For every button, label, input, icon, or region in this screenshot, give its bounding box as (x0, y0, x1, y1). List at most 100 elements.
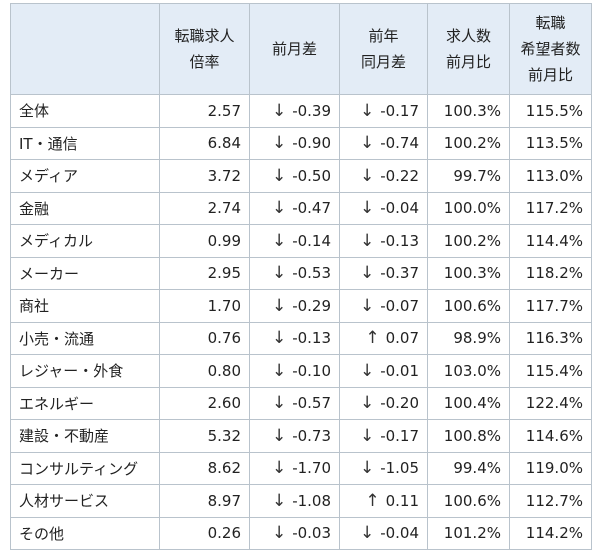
diff-value: -0.22 (380, 166, 419, 185)
diff-value: 0.11 (385, 491, 419, 510)
trend-arrow-icon: ↓ (359, 360, 375, 381)
yoy-diff-cell: ↓ -0.74 (339, 126, 428, 160)
trend-arrow-icon: ↓ (271, 295, 287, 316)
jobs-mom-cell: 98.9% (427, 321, 510, 355)
jobs-mom-cell: 100.6% (427, 484, 510, 518)
mom-diff-cell: ↓ -0.13 (249, 321, 340, 355)
yoy-diff-cell: ↓ -0.07 (339, 289, 428, 323)
mom-diff-cell: ↓ -0.47 (249, 191, 340, 225)
job-ratio-cell: 1.70 (159, 289, 250, 323)
trend-arrow-icon: ↓ (271, 198, 287, 219)
trend-arrow-icon: ↓ (271, 133, 287, 154)
yoy-diff-cell: ↓ -0.17 (339, 94, 428, 128)
header-job-ratio: 転職求人 倍率 (159, 3, 250, 95)
trend-arrow-icon: ↓ (271, 490, 287, 511)
header-jobs-mom: 求人数 前月比 (427, 3, 510, 95)
mom-diff-cell: ↓ -0.29 (249, 289, 340, 323)
yoy-diff-cell: ↓ -0.22 (339, 159, 428, 193)
trend-arrow-icon: ↓ (359, 393, 375, 414)
diff-value: -0.07 (380, 296, 419, 315)
job-ratio-cell: 0.76 (159, 321, 250, 355)
industry-cell: その他 (10, 516, 160, 550)
mom-diff-cell: ↓ -0.90 (249, 126, 340, 160)
mom-diff-cell: ↓ -0.73 (249, 419, 340, 453)
table-row: メディカル 0.99 ↓ -0.14 ↓ -0.13 100.2% 114.4% (10, 224, 592, 258)
diff-value: -0.14 (292, 231, 331, 250)
job-ratio-cell: 2.74 (159, 191, 250, 225)
table-row: メディア 3.72 ↓ -0.50 ↓ -0.22 99.7% 113.0% (10, 159, 592, 193)
industry-cell: 人材サービス (10, 484, 160, 518)
yoy-diff-cell: ↓ -0.20 (339, 386, 428, 420)
table-row: IT・通信 6.84 ↓ -0.90 ↓ -0.74 100.2% 113.5% (10, 126, 592, 160)
diff-value: -0.37 (380, 264, 419, 283)
trend-arrow-icon: ↓ (271, 458, 287, 479)
header-text-line: 希望者数 (520, 40, 581, 58)
seekers-mom-cell: 119.0% (509, 451, 592, 485)
diff-value: -0.39 (292, 101, 331, 120)
diff-value: -0.17 (380, 101, 419, 120)
table-row: レジャー・外食 0.80 ↓ -0.10 ↓ -0.01 103.0% 115.4% (10, 354, 592, 388)
seekers-mom-cell: 122.4% (509, 386, 592, 420)
diff-value: -0.73 (292, 426, 331, 445)
table-row: 全体 2.57 ↓ -0.39 ↓ -0.17 100.3% 115.5% (10, 94, 592, 128)
industry-cell: 金融 (10, 191, 160, 225)
header-row: 転職求人 倍率 前月差 前年 同月差 求人数 前月比 転職 希望者数 前月比 (10, 3, 592, 95)
table-row: コンサルティング 8.62 ↓ -1.70 ↓ -1.05 99.4% 119.0% (10, 451, 592, 485)
diff-value: -0.90 (292, 134, 331, 153)
trend-arrow-icon: ↓ (359, 133, 375, 154)
diff-value: -0.10 (292, 361, 331, 380)
jobs-mom-cell: 99.7% (427, 159, 510, 193)
table-row: その他 0.26 ↓ -0.03 ↓ -0.04 101.2% 114.2% (10, 516, 592, 550)
diff-value: -0.01 (380, 361, 419, 380)
jobs-mom-cell: 103.0% (427, 354, 510, 388)
header-text-line: 倍率 (189, 53, 220, 71)
seekers-mom-cell: 117.7% (509, 289, 592, 323)
yoy-diff-cell: ↓ -0.01 (339, 354, 428, 388)
job-ratio-cell: 8.62 (159, 451, 250, 485)
diff-value: -0.13 (292, 329, 331, 348)
trend-arrow-icon: ↓ (359, 165, 375, 186)
table-row: メーカー 2.95 ↓ -0.53 ↓ -0.37 100.3% 118.2% (10, 256, 592, 290)
job-ratio-cell: 6.84 (159, 126, 250, 160)
seekers-mom-cell: 114.4% (509, 224, 592, 258)
diff-value: -0.57 (292, 394, 331, 413)
job-ratio-cell: 2.60 (159, 386, 250, 420)
table-row: 小売・流通 0.76 ↓ -0.13 ↑ 0.07 98.9% 116.3% (10, 321, 592, 355)
trend-arrow-icon: ↓ (271, 425, 287, 446)
mom-diff-cell: ↓ -0.50 (249, 159, 340, 193)
trend-arrow-icon: ↓ (359, 100, 375, 121)
job-ratio-cell: 2.95 (159, 256, 250, 290)
yoy-diff-cell: ↓ -0.04 (339, 191, 428, 225)
industry-cell: 建設・不動産 (10, 419, 160, 453)
seekers-mom-cell: 117.2% (509, 191, 592, 225)
diff-value: -0.13 (380, 231, 419, 250)
header-text-line: 前月差 (271, 40, 317, 58)
table-row: 建設・不動産 5.32 ↓ -0.73 ↓ -0.17 100.8% 114.6% (10, 419, 592, 453)
industry-cell: エネルギー (10, 386, 160, 420)
jobs-mom-cell: 100.2% (427, 224, 510, 258)
trend-arrow-icon: ↓ (359, 458, 375, 479)
trend-arrow-icon: ↓ (359, 295, 375, 316)
header-seekers-mom: 転職 希望者数 前月比 (509, 3, 592, 95)
trend-arrow-icon: ↓ (359, 263, 375, 284)
trend-arrow-icon: ↓ (359, 425, 375, 446)
header-text-line: 求人数 (445, 27, 491, 45)
trend-arrow-icon: ↑ (365, 328, 380, 349)
table-body: 全体 2.57 ↓ -0.39 ↓ -0.17 100.3% 115.5% IT・通信 6.84 ↓… (10, 94, 592, 550)
jobs-mom-cell: 99.4% (427, 451, 510, 485)
job-ratio-cell: 5.32 (159, 419, 250, 453)
diff-value: -0.29 (292, 296, 331, 315)
jobs-mom-cell: 100.4% (427, 386, 510, 420)
mom-diff-cell: ↓ -0.03 (249, 516, 340, 550)
yoy-diff-cell: ↓ -0.04 (339, 516, 428, 550)
diff-value: -0.17 (380, 426, 419, 445)
job-ratio-cell: 3.72 (159, 159, 250, 193)
industry-cell: メディカル (10, 224, 160, 258)
mom-diff-cell: ↓ -1.08 (249, 484, 340, 518)
job-ratio-table: 転職求人 倍率 前月差 前年 同月差 求人数 前月比 転職 希望者数 前月比 全体 2.57 ↓ -0.… (10, 3, 592, 550)
seekers-mom-cell: 113.0% (509, 159, 592, 193)
diff-value: -0.47 (292, 199, 331, 218)
diff-value: -1.70 (292, 459, 331, 478)
table-header: 転職求人 倍率 前月差 前年 同月差 求人数 前月比 転職 希望者数 前月比 (10, 3, 592, 95)
jobs-mom-cell: 100.3% (427, 94, 510, 128)
